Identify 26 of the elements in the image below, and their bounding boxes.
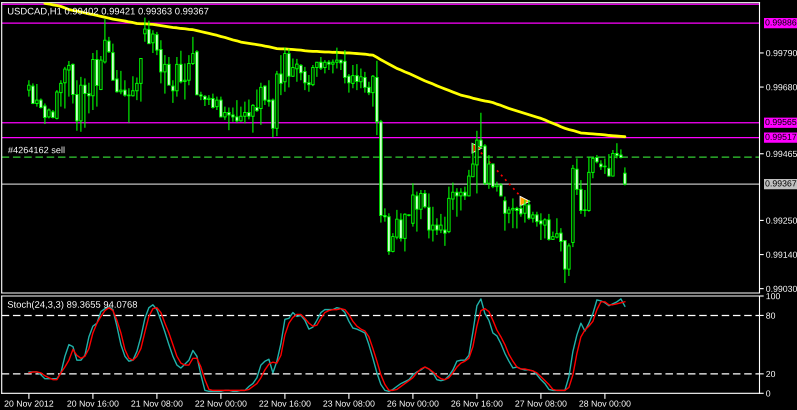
y-tick-label: 0.99790 (766, 50, 797, 56)
ref-line-label: 0.99367 (765, 180, 796, 186)
y-tick-label: 0 (766, 390, 770, 397)
x-tick-label: 23 Nov 08:00 (323, 400, 375, 407)
y-tick-label: 20 (766, 370, 776, 378)
x-tick-label: 26 Nov 16:00 (451, 400, 503, 407)
x-tick-label: 28 Nov 00:00 (579, 400, 631, 407)
x-tick-label: 26 Nov 00:00 (387, 400, 439, 407)
x-tick-label: 27 Nov 08:00 (515, 400, 567, 407)
ref-line-label: 0.99886 (765, 19, 796, 26)
ref-line-label: 0.99565 (765, 118, 796, 126)
y-tick-label: 100 (766, 293, 780, 300)
ref-line-label: #4264162 sell (8, 146, 64, 154)
x-tick-label: 20 Nov 2012 (4, 400, 54, 407)
y-tick-label: 0.99250 (766, 217, 797, 224)
chart-title: Stoch(24,3,3) 89.3655 94.0768 (8, 300, 138, 310)
y-tick-label: 0.99030 (766, 286, 797, 292)
y-tick-label: 0.99140 (766, 252, 797, 258)
x-tick-label: 21 Nov 08:00 (131, 400, 183, 407)
x-tick-label: 22 Nov 00:00 (195, 400, 247, 407)
y-tick-label: 80 (766, 312, 776, 319)
ref-line-label: 0.99517 (765, 134, 796, 140)
y-tick-label: 0.99465 (766, 150, 797, 157)
y-tick-label: 0.99680 (766, 84, 797, 90)
x-tick-label: 20 Nov 16:00 (67, 400, 119, 407)
x-tick-label: 22 Nov 16:00 (259, 400, 311, 407)
